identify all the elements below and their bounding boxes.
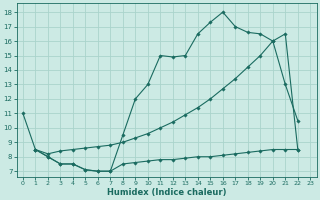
X-axis label: Humidex (Indice chaleur): Humidex (Indice chaleur) [107,188,226,197]
